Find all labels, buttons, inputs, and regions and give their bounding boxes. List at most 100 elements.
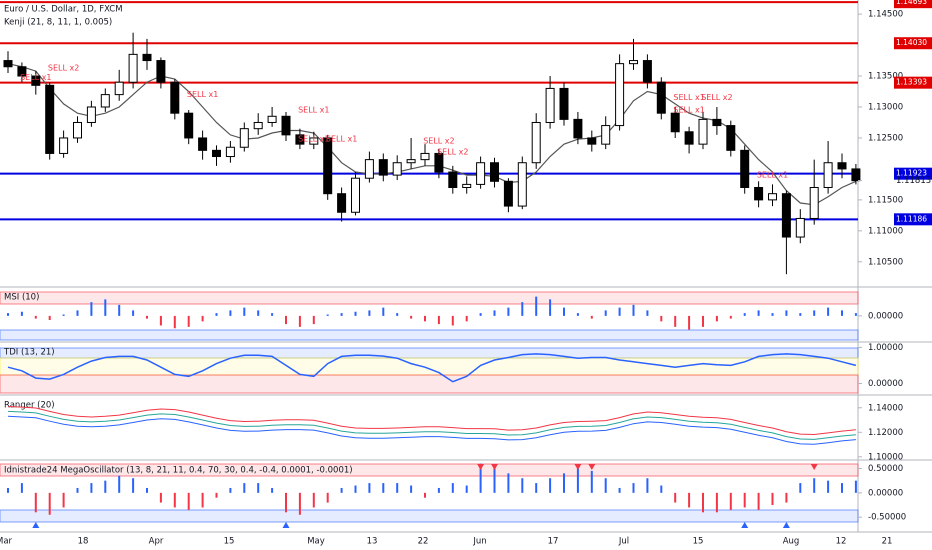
candle-body xyxy=(642,60,652,83)
candle-body xyxy=(406,159,416,164)
level-label-box xyxy=(894,37,932,50)
candle-body xyxy=(198,137,208,151)
zone-band xyxy=(0,374,859,394)
candle-body xyxy=(364,159,374,179)
candle-body xyxy=(490,162,499,182)
sell-annotation: SELL x2 xyxy=(701,93,732,102)
y-tick-label: 1.11500 xyxy=(868,195,903,205)
indicator-title: Idnistrade24 MegaOscillator (13, 8, 21, … xyxy=(4,466,353,476)
sell-signal xyxy=(477,464,485,470)
candle-body xyxy=(837,162,847,170)
y-tick-label: 1.13000 xyxy=(868,102,903,112)
sell-annotation: SELL x1 xyxy=(673,93,704,102)
candle-body xyxy=(615,63,625,127)
level-label: 1.14693 xyxy=(896,0,927,6)
candle-body xyxy=(448,171,458,188)
sell-signal xyxy=(588,464,596,470)
sell-signal xyxy=(810,464,818,470)
candle-body xyxy=(712,118,722,127)
x-tick-label: May xyxy=(307,537,325,547)
candle-body xyxy=(323,137,333,195)
x-tick-label: 13 xyxy=(367,537,378,547)
candle-body xyxy=(45,84,55,154)
x-tick-label: 18 xyxy=(78,537,89,547)
candle-body xyxy=(768,193,777,201)
candle-body xyxy=(73,121,82,139)
candle-body xyxy=(17,66,27,77)
candle-body xyxy=(476,162,486,185)
sell-annotation: SELL x1 xyxy=(757,171,788,180)
zone-band xyxy=(0,463,859,477)
candle-body xyxy=(587,137,597,145)
candle-body xyxy=(809,186,819,219)
sell-annotation: SELL x1 xyxy=(298,106,329,115)
y-tick-label: 1.12000 xyxy=(868,428,903,438)
y-tick-label: 1.00000 xyxy=(868,343,903,353)
candle-body xyxy=(531,121,541,164)
candle-body xyxy=(267,115,277,123)
candle-body xyxy=(629,60,638,65)
candle-body xyxy=(239,128,249,148)
indicator-title: TDI (13, 21) xyxy=(3,348,55,358)
candle-body xyxy=(559,87,569,120)
candle-body xyxy=(503,180,513,207)
level-label-box xyxy=(894,0,932,9)
candle-body xyxy=(184,112,194,139)
candle-body xyxy=(351,177,360,213)
candle-body xyxy=(378,159,388,176)
y-tick-label: 0.00000 xyxy=(868,311,903,321)
candle-body xyxy=(420,152,430,161)
ranger-line xyxy=(7,406,856,436)
candle-body xyxy=(434,152,444,173)
level-label: 1.11923 xyxy=(896,169,927,178)
buy-signal xyxy=(741,522,749,528)
level-label-box xyxy=(894,167,932,180)
y-tick-label: 1.13500 xyxy=(868,72,903,82)
x-tick-label: Jul xyxy=(618,537,629,547)
candle-body xyxy=(740,149,750,188)
buy-signal xyxy=(782,522,790,528)
level-label: 1.13393 xyxy=(896,78,927,87)
candle-body xyxy=(281,115,291,136)
candle-body xyxy=(684,131,694,145)
x-tick-label: Jun xyxy=(472,537,486,547)
sell-annotation: SELL x2 xyxy=(48,63,79,72)
y-tick-label: 1.14500 xyxy=(868,10,903,20)
zone-band xyxy=(0,509,859,523)
candle-body xyxy=(545,87,555,123)
candle-body xyxy=(156,60,166,83)
x-tick-label: Apr xyxy=(149,537,164,547)
candle-body xyxy=(142,53,152,62)
tdi-line xyxy=(7,353,857,383)
x-tick-label: 15 xyxy=(224,537,235,547)
candle-body xyxy=(670,112,680,133)
y-tick-label: 1.11000 xyxy=(868,226,903,236)
chart-title: Euro / U.S. Dollar, 1D, FXCM xyxy=(4,5,123,15)
zone-band xyxy=(0,329,859,341)
candle-body xyxy=(212,149,221,158)
candle-body xyxy=(795,217,805,238)
candle-body xyxy=(392,162,402,176)
level-label-box xyxy=(894,213,932,226)
candle-body xyxy=(114,81,124,96)
y-tick-label: 0.00000 xyxy=(868,488,903,498)
candle-body xyxy=(295,134,305,145)
sell-annotation: SELL x2 xyxy=(423,137,454,146)
y-tick-label: 1.10500 xyxy=(868,257,903,267)
candle-body xyxy=(462,183,472,188)
candle-body xyxy=(31,75,41,86)
ranger-line xyxy=(7,415,856,445)
sell-annotation: SELL x1 xyxy=(187,90,218,99)
candle-body xyxy=(100,94,110,108)
candle-body xyxy=(851,168,861,182)
candle-body xyxy=(3,60,13,68)
x-tick-label: 17 xyxy=(548,537,559,547)
sell-annotation: SELL x1 xyxy=(298,135,329,144)
zone-band xyxy=(0,357,859,376)
candle-body xyxy=(726,125,736,151)
sell-annotation: SELL x1 xyxy=(326,135,357,144)
sell-annotation: SELL x2 xyxy=(437,148,468,157)
indicator-label: Kenji (21, 8, 11, 1, 0.005) xyxy=(4,18,112,28)
level-label-box xyxy=(894,76,932,89)
